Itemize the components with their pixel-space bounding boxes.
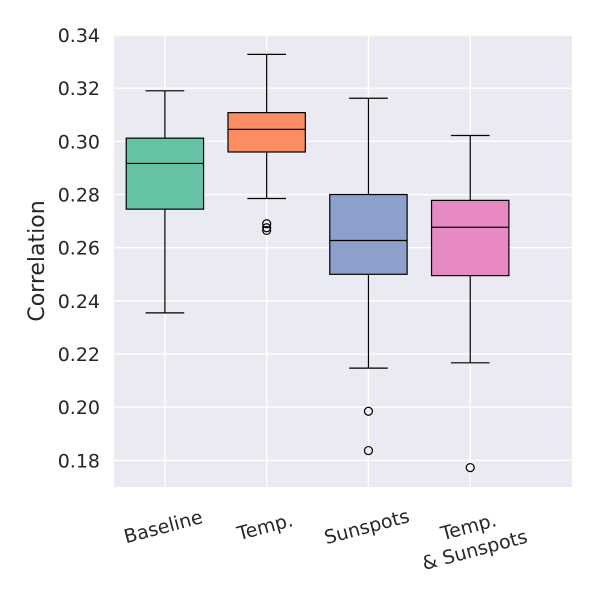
y-axis-label: Correlation xyxy=(25,200,50,321)
outlier-point xyxy=(363,445,374,456)
box-layer xyxy=(125,53,510,473)
outlier-point xyxy=(262,225,272,236)
box-0 xyxy=(125,90,205,314)
y-tick-label: 0.26 xyxy=(58,238,100,260)
y-tick-label: 0.28 xyxy=(58,185,100,207)
outlier-point xyxy=(262,223,272,233)
x-tick-label: Sunspots xyxy=(322,505,412,549)
y-tick-label: 0.32 xyxy=(58,78,100,100)
box-body xyxy=(329,193,408,275)
y-tick-label: 0.34 xyxy=(58,25,100,47)
y-tick-label: 0.20 xyxy=(58,397,100,419)
y-tick-label: 0.18 xyxy=(58,450,100,472)
y-tick-labels: 0.18 0.20 0.22 0.24 0.26 0.28 0.30 0.32 0.34 xyxy=(58,25,100,472)
box-2 xyxy=(329,97,408,456)
outlier-point xyxy=(465,462,475,473)
x-tick-label: Temp. xyxy=(234,509,295,545)
box-body xyxy=(125,137,205,210)
x-tick-label-line: Baseline xyxy=(122,506,206,548)
box-body xyxy=(430,199,510,277)
y-tick-label: 0.22 xyxy=(58,344,100,366)
x-tick-label-line: Sunspots xyxy=(322,505,412,549)
box-3 xyxy=(430,134,510,473)
y-tick-label: 0.24 xyxy=(58,291,100,313)
box-1 xyxy=(227,53,306,236)
x-tick-label: Baseline xyxy=(122,506,206,548)
x-tick-label-line: Temp. xyxy=(234,509,295,545)
x-tick-label: Temp.& Sunspots xyxy=(414,503,530,575)
x-tick-labels: Baseline Temp. Sunspots Temp.& Sunspots xyxy=(122,503,530,575)
outlier-point xyxy=(262,219,272,229)
y-tick-label: 0.30 xyxy=(58,131,100,153)
box-body xyxy=(227,112,306,153)
outlier-point xyxy=(363,406,374,416)
